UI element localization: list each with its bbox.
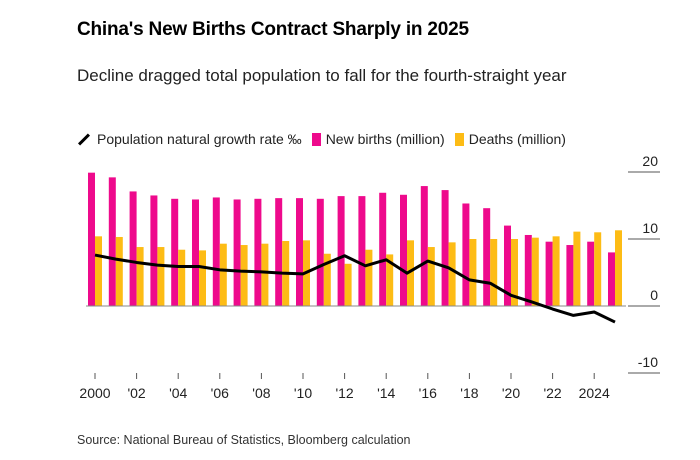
x-tick-label: '08 [252, 385, 270, 401]
births-bar [212, 197, 220, 306]
deaths-bar [240, 245, 248, 306]
deaths-bar [261, 243, 269, 306]
pink-swatch [311, 132, 321, 146]
x-tick-label: '18 [460, 385, 478, 401]
births-bar [545, 241, 553, 306]
legend-label: Deaths (million) [468, 131, 566, 147]
deaths-bar [427, 247, 435, 306]
births-bar [566, 245, 574, 306]
x-tick-label: '12 [335, 385, 353, 401]
deaths-bar [469, 239, 477, 306]
source-note: Source: National Bureau of Statistics, B… [77, 433, 411, 447]
births-bar [296, 198, 303, 306]
x-tick-label: '06 [211, 385, 229, 401]
yellow-swatch [454, 132, 464, 146]
deaths-bar [323, 253, 331, 306]
deaths-bar [157, 247, 165, 306]
births-bar [462, 203, 470, 306]
deaths-bar [386, 254, 394, 306]
y-tick-label: -10 [638, 354, 658, 370]
births-bar [275, 198, 283, 306]
x-tick-label: '04 [169, 385, 187, 401]
births-bar [192, 199, 199, 306]
deaths-bar [511, 239, 518, 306]
births-bar [524, 234, 532, 306]
chart-subtitle: Decline dragged total population to fall… [77, 66, 567, 85]
births-bar [483, 208, 491, 306]
deaths-bar [344, 263, 352, 306]
legend: Population natural growth rate ‰ New bir… [77, 131, 576, 147]
deaths-bar [365, 249, 373, 306]
births-bar [233, 199, 241, 306]
deaths-bar [490, 239, 498, 306]
deaths-bar [95, 236, 102, 306]
deaths-bar [219, 243, 227, 306]
births-bar [400, 194, 407, 306]
births-bar [358, 196, 366, 306]
x-tick-label: '20 [502, 385, 520, 401]
growth-rate-line [94, 253, 616, 324]
deaths-bar [573, 231, 581, 306]
legend-label: Population natural growth rate ‰ [97, 131, 302, 147]
deaths-bar [115, 236, 123, 306]
y-tick-label: 0 [650, 287, 658, 303]
births-bar [441, 190, 449, 306]
births-bar [608, 252, 615, 306]
births-bar [316, 198, 324, 306]
births-bar [150, 195, 158, 306]
births-bar [504, 225, 511, 306]
x-tick-label: '14 [377, 385, 395, 401]
deaths-bar [407, 240, 414, 306]
births-bar [420, 186, 428, 306]
deaths-bar [199, 250, 206, 306]
births-bar [129, 191, 137, 306]
births-bar [379, 192, 387, 306]
deaths-bar [531, 237, 539, 306]
deaths-bar [448, 242, 456, 306]
births-bar [171, 198, 179, 306]
legend-item-births: New births (million) [311, 131, 445, 147]
deaths-bar [136, 247, 144, 306]
y-tick-label: 10 [642, 220, 658, 236]
x-tick-label: '02 [127, 385, 145, 401]
legend-item-growth-rate: Population natural growth rate ‰ [77, 131, 302, 147]
deaths-bar [594, 232, 602, 306]
x-tick-label: 2000 [79, 385, 110, 401]
legend-item-deaths: Deaths (million) [454, 131, 566, 147]
legend-label: New births (million) [325, 131, 445, 147]
chart-title: China's New Births Contract Sharply in 2… [77, 19, 469, 40]
births-bar [254, 198, 262, 306]
births-bar [108, 177, 116, 306]
deaths-bar [178, 249, 186, 306]
y-tick-label: 20 [642, 153, 658, 169]
x-tick-label: '16 [419, 385, 437, 401]
deaths-bar [615, 230, 622, 306]
births-bar [587, 241, 595, 306]
x-tick-label: '22 [543, 385, 561, 401]
births-bar [88, 172, 95, 306]
x-tick-label: '10 [294, 385, 312, 401]
deaths-bar [552, 236, 560, 306]
births-bar [337, 196, 345, 306]
x-tick-label: 2024 [579, 385, 610, 401]
